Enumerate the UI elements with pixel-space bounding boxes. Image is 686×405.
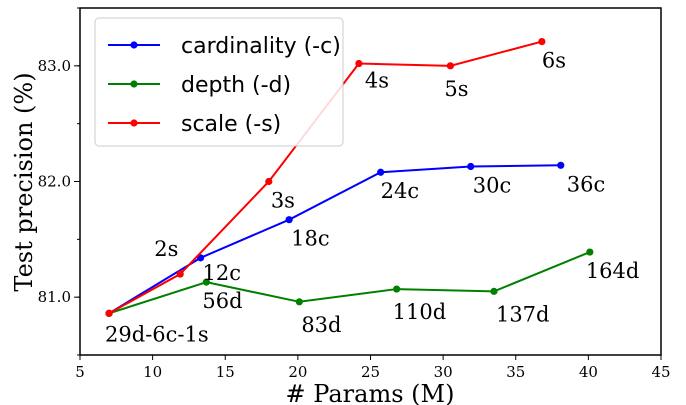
legend-swatch-marker bbox=[130, 119, 138, 127]
point-annotation: 12c bbox=[203, 261, 241, 285]
series-layer bbox=[105, 37, 594, 317]
point-annotation: 29d-6c-1s bbox=[105, 322, 209, 346]
x-tick-label: 10 bbox=[143, 363, 162, 381]
y-tick-label: 82.0 bbox=[38, 173, 71, 191]
legend-swatch-marker bbox=[130, 41, 138, 49]
x-axis-label: # Params (M) bbox=[286, 380, 455, 405]
x-tick-label: 20 bbox=[288, 363, 307, 381]
series-2-point bbox=[446, 62, 454, 70]
point-annotations: 29d-6c-1s 2s 12c 56d 3s 18c 83d 4s 24c 110d 5s 30c 1… bbox=[105, 49, 639, 347]
legend-box bbox=[94, 17, 344, 147]
series-2-point bbox=[176, 270, 184, 278]
point-annotation: 137d bbox=[496, 302, 550, 326]
point-annotation: 24c bbox=[381, 179, 419, 203]
series-1-point bbox=[202, 278, 210, 286]
x-tick-label: 5 bbox=[75, 363, 85, 381]
legend-entry-label: scale (-s) bbox=[181, 112, 281, 137]
legend-entry-label: depth (-d) bbox=[181, 73, 291, 98]
axis-ticks: 5 10 15 20 25 30 35 40 45 81.0 82.0 83.0 bbox=[38, 7, 671, 381]
point-annotation: 18c bbox=[291, 227, 329, 251]
series-line-1 bbox=[108, 251, 591, 315]
y-tick-label: 83.0 bbox=[38, 57, 71, 75]
series-1-point bbox=[490, 287, 498, 295]
series-0-point bbox=[557, 161, 565, 169]
legend: cardinality (-c) depth (-d) scale (-s) bbox=[94, 17, 344, 147]
point-annotation: 4s bbox=[365, 69, 389, 93]
point-annotation: 2s bbox=[154, 237, 178, 261]
series-2-point bbox=[538, 37, 546, 46]
x-tick-label: 35 bbox=[506, 363, 525, 381]
point-annotation: 36c bbox=[567, 172, 605, 196]
series-0-point bbox=[467, 162, 475, 171]
point-annotation: 164d bbox=[586, 259, 640, 283]
point-annotation: 110d bbox=[393, 300, 447, 324]
point-annotation: 56d bbox=[202, 289, 242, 313]
legend-entry-label: cardinality (-c) bbox=[181, 34, 341, 59]
x-tick-label: 15 bbox=[216, 363, 235, 381]
point-annotation: 6s bbox=[542, 49, 566, 73]
series-2-point bbox=[355, 59, 363, 68]
point-annotation: 30c bbox=[473, 173, 511, 197]
point-annotation: 83d bbox=[301, 313, 341, 337]
series-1-point bbox=[393, 285, 401, 293]
series-2-point bbox=[265, 177, 273, 186]
series-0-point bbox=[377, 168, 385, 176]
x-tick-label: 45 bbox=[651, 363, 670, 381]
series-line-0 bbox=[108, 164, 561, 315]
x-tick-label: 40 bbox=[579, 363, 598, 381]
point-annotation: 5s bbox=[444, 77, 468, 101]
y-tick-label: 81.0 bbox=[38, 288, 71, 306]
legend-swatch-marker bbox=[130, 80, 138, 88]
x-tick-label: 25 bbox=[361, 363, 380, 381]
series-2-point bbox=[105, 309, 113, 317]
series-1-point bbox=[295, 298, 303, 306]
point-annotation: 3s bbox=[271, 189, 295, 213]
series-1-point bbox=[586, 248, 594, 256]
x-tick-label: 30 bbox=[434, 363, 453, 381]
series-0-point bbox=[285, 216, 293, 224]
y-axis-label: Test precision (%) bbox=[10, 72, 38, 291]
